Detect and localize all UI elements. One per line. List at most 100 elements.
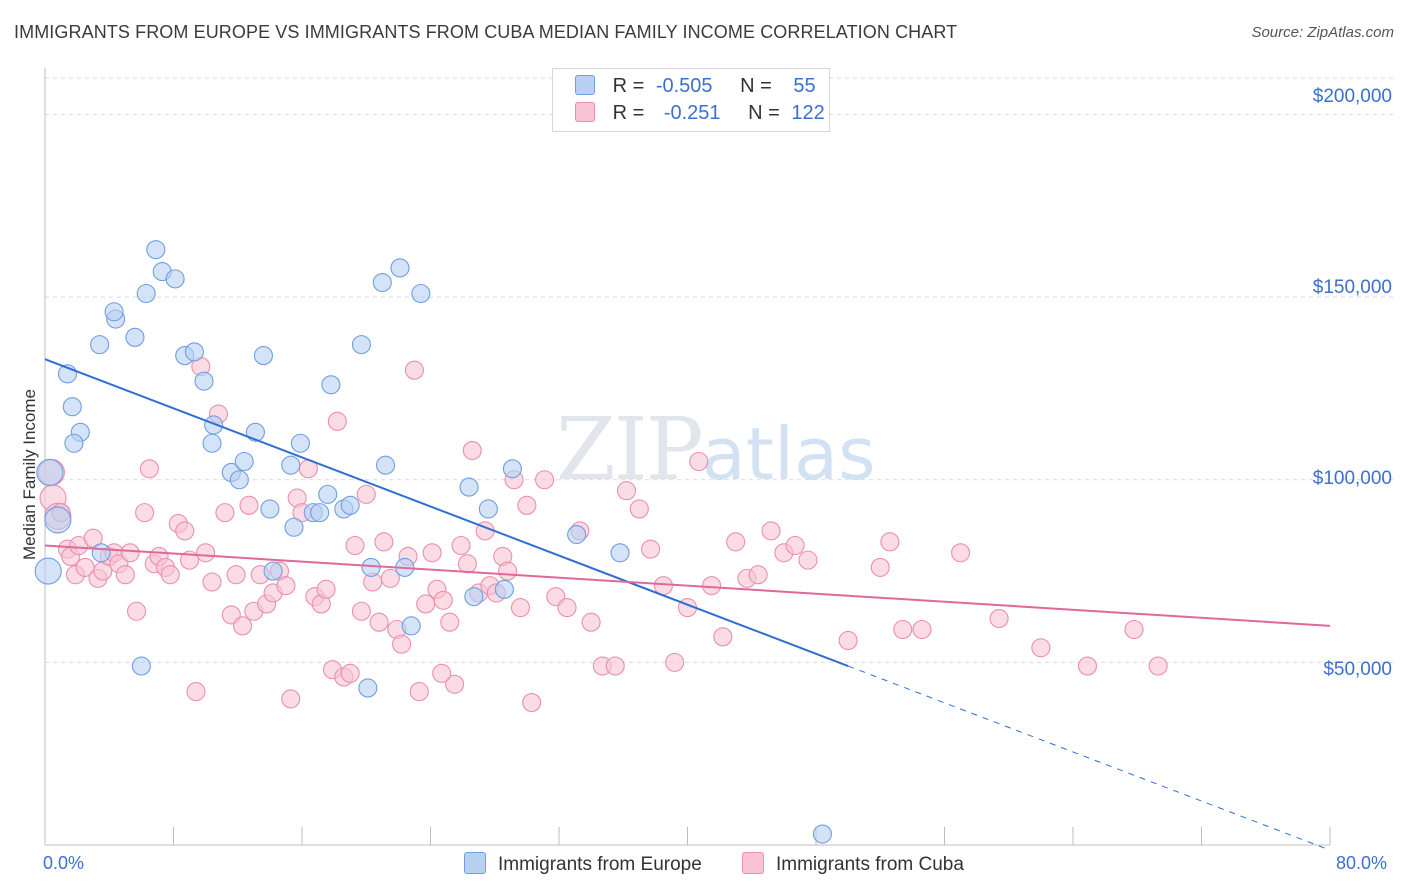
cuba-point	[380, 568, 400, 588]
y-tick-150k: $150,000	[1312, 277, 1392, 298]
axes	[44, 68, 1331, 846]
source-credit: Source: ZipAtlas.com	[1251, 24, 1394, 41]
cuba-point	[345, 535, 365, 556]
europe-point	[64, 433, 84, 453]
cuba-point	[422, 543, 442, 563]
cuba-point	[912, 619, 932, 640]
y-tick-200k: $200,000	[1312, 86, 1392, 107]
cuba-point	[433, 590, 453, 610]
europe-r-label: R =	[612, 75, 645, 97]
europe-point	[390, 258, 410, 278]
cuba-point	[838, 630, 858, 651]
cuba-point	[202, 572, 222, 592]
grid-lines	[45, 77, 1395, 663]
cuba-n-label: N =	[748, 102, 780, 124]
cuba-point	[605, 656, 625, 676]
europe-point	[290, 433, 310, 453]
cuba-point	[215, 503, 235, 523]
cuba-point	[340, 663, 360, 683]
chart-title: IMMIGRANTS FROM EUROPE VS IMMIGRANTS FRO…	[14, 22, 958, 42]
europe-point	[358, 678, 378, 698]
cuba-point	[356, 484, 376, 504]
cuba-point	[239, 495, 259, 515]
europe-point	[375, 455, 396, 475]
cuba-point	[1124, 619, 1144, 640]
cuba-point	[160, 565, 180, 585]
europe-point	[464, 587, 484, 607]
legend-item-europe[interactable]: Immigrants from Europe	[464, 852, 702, 876]
cuba-point	[522, 693, 542, 713]
europe-r-value: -0.505	[655, 75, 713, 97]
europe-point	[260, 499, 280, 519]
europe-point	[202, 433, 222, 453]
europe-point	[310, 503, 330, 523]
cuba-point	[653, 576, 673, 596]
cuba-point	[351, 601, 371, 621]
cuba-legend-swatch	[742, 852, 764, 874]
cuba-point	[641, 539, 661, 559]
cuba-points	[37, 356, 1168, 713]
europe-n-value: 55	[793, 75, 816, 97]
cuba-point	[689, 451, 709, 472]
europe-point	[229, 470, 249, 490]
europe-point	[90, 335, 110, 355]
x-tick-min: 0.0%	[43, 853, 85, 873]
cuba-point	[127, 601, 147, 621]
cuba-point	[534, 470, 555, 490]
cuba-point	[1148, 656, 1168, 676]
europe-point	[146, 240, 166, 260]
europe-legend-swatch	[464, 852, 486, 874]
cuba-point	[989, 609, 1009, 629]
cuba-point	[713, 627, 733, 647]
europe-swatch	[575, 75, 595, 95]
europe-point	[459, 477, 479, 497]
europe-point	[44, 506, 72, 534]
cuba-point	[175, 521, 195, 541]
europe-point	[253, 346, 274, 366]
x-tick-max: 80.0%	[1336, 853, 1388, 873]
cuba-point	[557, 598, 577, 618]
europe-point	[104, 302, 124, 322]
cuba-n-value: 122	[791, 102, 825, 124]
cuba-point	[880, 532, 900, 552]
europe-point	[340, 495, 360, 515]
y-tick-50k: $50,000	[1323, 659, 1392, 680]
y-axis-label: Median Family Income	[20, 388, 39, 560]
cuba-point	[581, 612, 601, 632]
cuba-swatch	[575, 102, 595, 122]
europe-point	[610, 543, 630, 563]
cuba-point	[457, 554, 477, 574]
europe-point	[36, 458, 64, 487]
cuba-point	[139, 459, 159, 479]
europe-point	[131, 656, 151, 676]
cuba-point	[517, 495, 537, 515]
cuba-point	[115, 565, 135, 585]
europe-point	[494, 579, 514, 599]
cuba-point	[196, 543, 216, 563]
europe-points	[34, 240, 832, 844]
cuba-point	[445, 674, 465, 694]
cuba-point	[665, 652, 685, 672]
europe-point	[401, 616, 421, 636]
legend-item-cuba[interactable]: Immigrants from Cuba	[742, 852, 964, 876]
cuba-point	[498, 561, 518, 581]
europe-point	[567, 524, 587, 545]
cuba-point	[616, 481, 637, 501]
cuba-point	[1077, 656, 1098, 676]
cuba-r-value: -0.251	[663, 102, 721, 124]
europe-point	[351, 335, 371, 355]
legend-row-cuba: R = -0.251 N = 122	[575, 102, 825, 126]
europe-point	[34, 557, 62, 585]
cuba-point	[761, 521, 781, 541]
cuba-point	[451, 535, 471, 556]
cuba-trend-line	[44, 544, 1331, 627]
europe-point	[372, 272, 392, 293]
cuba-point	[226, 565, 246, 585]
cuba-point	[726, 532, 746, 552]
cuba-point	[316, 579, 336, 599]
europe-point	[318, 484, 338, 504]
legend-row-europe: R = -0.505 N = 55	[575, 75, 816, 99]
cuba-point	[702, 576, 722, 596]
cuba-point	[327, 411, 347, 431]
europe-trend-extension	[847, 665, 1331, 851]
